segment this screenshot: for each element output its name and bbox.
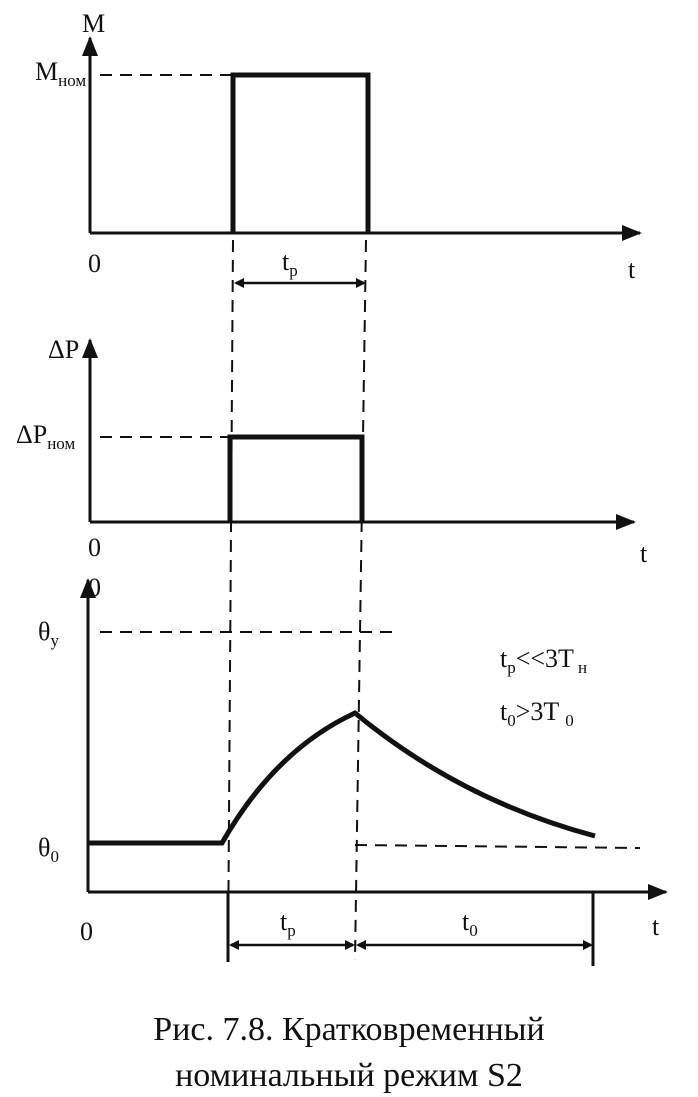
base-sub: 0 <box>50 847 59 866</box>
level-main: θ <box>38 617 50 646</box>
note-sub: 0 <box>507 711 516 730</box>
x-axis-label: t <box>652 912 660 941</box>
origin-label: 0 <box>88 249 101 278</box>
interval-label: tр <box>282 247 298 280</box>
interval-main: t <box>282 247 290 276</box>
panel-torque: M Mном 0 t tр <box>35 9 642 288</box>
note-part: t <box>500 697 508 726</box>
interval-label: t0 <box>462 907 478 940</box>
note-part: t <box>500 644 508 673</box>
level-label: ΔPном <box>16 420 75 453</box>
note-sub: 0 <box>565 711 574 730</box>
guide-line <box>354 239 367 961</box>
interval-sub: р <box>289 261 298 280</box>
guide-line <box>227 239 234 961</box>
panel-temperature: 0 θу θ0 0 t tр t0 tр<<3T н t0>3T 0 <box>38 573 668 966</box>
y-axis-label: 0 <box>88 573 101 602</box>
y-axis-label: ΔP <box>48 335 79 364</box>
base-label: θ0 <box>38 833 59 866</box>
note-sub: р <box>507 658 516 677</box>
interval-sub: р <box>287 921 296 940</box>
interval-main: t <box>462 907 470 936</box>
caption-line: Рис. 7.8. Кратковременный <box>153 1011 544 1048</box>
note-part: <<3T <box>516 644 574 673</box>
interval-sub: 0 <box>469 921 478 940</box>
pulse <box>227 434 365 522</box>
base-line <box>354 844 641 849</box>
level-label: Mном <box>35 57 86 90</box>
interval-label: tр <box>280 907 296 940</box>
note-sub: н <box>578 658 587 677</box>
origin-label: 0 <box>80 917 93 946</box>
origin-label: 0 <box>88 533 101 562</box>
level-sub: ном <box>47 434 75 453</box>
caption-line: номинальный режим S2 <box>175 1057 523 1094</box>
base-main: θ <box>38 833 50 862</box>
x-axis-label: t <box>640 539 648 568</box>
interval-main: t <box>280 907 288 936</box>
note-part: >3T <box>516 697 560 726</box>
condition-note: t0>3T 0 <box>500 697 574 730</box>
level-sub: у <box>50 631 59 650</box>
panel-losses: ΔP ΔPном 0 t <box>16 335 648 568</box>
level-main: ΔP <box>16 420 47 449</box>
y-axis-label: M <box>82 9 105 38</box>
level-label: θу <box>38 617 59 650</box>
temperature-curve <box>88 710 596 846</box>
level-main: M <box>35 57 58 86</box>
x-axis-label: t <box>628 255 636 284</box>
pulse <box>230 72 371 233</box>
condition-note: tр<<3T н <box>500 644 587 677</box>
level-sub: ном <box>58 71 86 90</box>
